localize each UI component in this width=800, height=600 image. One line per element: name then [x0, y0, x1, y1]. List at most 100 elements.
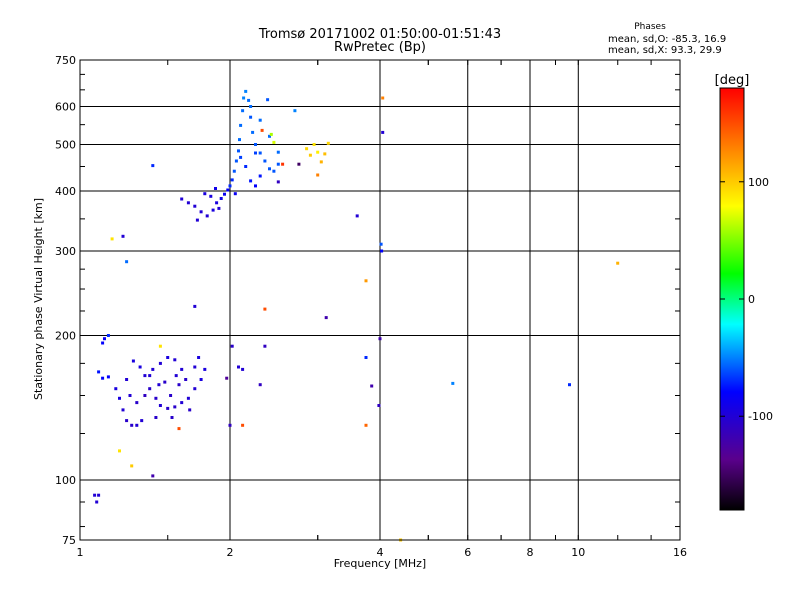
- x-tick-label: 1: [77, 546, 84, 559]
- echo-point: [138, 365, 142, 369]
- echo-point: [199, 210, 203, 214]
- echo-point: [106, 375, 110, 379]
- echo-point: [143, 394, 147, 397]
- echo-point: [241, 423, 245, 427]
- echo-point: [177, 427, 181, 431]
- echo-point: [249, 105, 253, 108]
- echo-point: [381, 96, 385, 100]
- echo-point: [158, 404, 162, 407]
- echo-point: [251, 130, 255, 134]
- x-axis-label: Frequency [MHz]: [333, 557, 427, 570]
- echo-points: [93, 89, 620, 542]
- echo-point: [173, 405, 177, 409]
- phases-x-stats: mean, sd,X: 93.3, 29.9: [608, 45, 722, 56]
- y-tick-label: 200: [55, 330, 76, 343]
- y-tick-label: 750: [55, 54, 76, 67]
- chart-title-line2: RwPretec (Bp): [333, 40, 427, 55]
- echo-point: [151, 164, 155, 168]
- echo-point: [616, 261, 620, 265]
- echo-point: [312, 143, 316, 146]
- echo-point: [110, 237, 114, 241]
- y-tick-label: 75: [62, 534, 76, 547]
- echo-point: [114, 387, 118, 391]
- echo-point: [233, 192, 237, 196]
- echo-point: [121, 234, 125, 238]
- echo-point: [281, 162, 285, 166]
- echo-point: [370, 384, 374, 388]
- echo-point: [203, 192, 207, 196]
- echo-point: [378, 337, 382, 341]
- echo-point: [276, 150, 280, 154]
- echo-point: [241, 109, 245, 113]
- echo-point: [249, 179, 253, 183]
- echo-point: [130, 464, 134, 468]
- echo-point: [234, 159, 238, 163]
- echo-point: [260, 128, 264, 132]
- echo-point: [158, 344, 162, 348]
- y-axis-label: Stationary phase Virtual Height [km]: [32, 197, 45, 400]
- echo-point: [254, 151, 257, 155]
- echo-point: [184, 378, 188, 381]
- echo-point: [258, 151, 262, 155]
- colorbar-label: [deg]: [715, 73, 750, 88]
- echo-point: [241, 367, 245, 371]
- echo-point: [214, 187, 217, 190]
- echo-point: [266, 98, 270, 102]
- echo-point: [364, 423, 368, 427]
- echo-point: [148, 387, 152, 391]
- echo-point: [319, 160, 323, 164]
- echo-point: [180, 401, 184, 405]
- echo-point: [308, 153, 312, 157]
- echo-point: [258, 383, 262, 387]
- echo-point: [211, 208, 215, 212]
- echo-point: [226, 188, 230, 192]
- echo-point: [364, 279, 368, 283]
- y-tick-label: 600: [55, 101, 76, 114]
- echo-point: [297, 162, 301, 166]
- echo-point: [128, 394, 132, 397]
- echo-point: [193, 204, 197, 208]
- colorbar-tick-label: -100: [748, 410, 773, 423]
- echo-point: [186, 396, 190, 400]
- chart-title-line1: Tromsø 20171002 01:50:00-01:51:43: [258, 27, 502, 42]
- echo-point: [230, 344, 234, 348]
- echo-point: [199, 378, 203, 381]
- echo-point: [215, 201, 219, 205]
- echo-point: [203, 367, 207, 371]
- echo-point: [380, 249, 384, 253]
- echo-point: [95, 500, 99, 504]
- echo-point: [244, 89, 248, 93]
- echo-point: [263, 307, 267, 311]
- echo-point: [258, 118, 262, 122]
- echo-point: [121, 408, 125, 412]
- echo-point: [154, 416, 158, 419]
- phases-o-stats: mean, sd,O: -85.3, 16.9: [608, 34, 727, 45]
- echo-point: [186, 201, 190, 205]
- echo-point: [316, 150, 320, 154]
- echo-point: [193, 387, 197, 391]
- echo-point: [276, 162, 280, 166]
- y-tick-label: 400: [55, 185, 76, 198]
- echo-point: [305, 147, 309, 151]
- echo-point: [324, 316, 328, 320]
- echo-point: [355, 214, 359, 218]
- echo-point: [451, 381, 455, 385]
- echo-point: [125, 260, 129, 264]
- echo-point: [276, 180, 280, 184]
- echo-point: [118, 396, 121, 400]
- echo-point: [148, 374, 152, 378]
- echo-point: [272, 169, 276, 173]
- echo-point: [135, 423, 139, 427]
- echo-point: [101, 376, 105, 380]
- echo-point: [217, 206, 221, 210]
- x-tick-label: 4: [377, 546, 384, 559]
- echo-point: [232, 169, 236, 173]
- echo-point: [158, 361, 162, 365]
- echo-point: [174, 374, 178, 378]
- echo-point: [225, 376, 229, 380]
- echo-point: [177, 383, 181, 387]
- echo-point: [205, 214, 209, 218]
- x-tick-label: 8: [527, 546, 534, 559]
- echo-point: [377, 404, 381, 407]
